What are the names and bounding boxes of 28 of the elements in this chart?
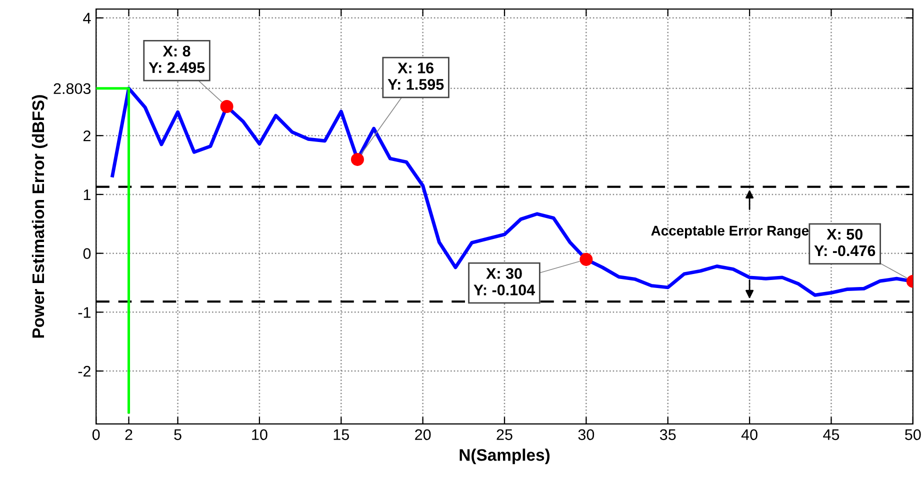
annotation: X: 8 Y: 2.495 — [148, 46, 205, 73]
y-tick-label: -2 — [78, 366, 90, 377]
y-tick-label: 1 — [84, 189, 90, 200]
x-tick-label: 25 — [496, 429, 512, 440]
annotation: X: 30 Y: -0.104 — [474, 268, 536, 296]
x-tick-label: 35 — [660, 429, 676, 440]
x-tick-label: 10 — [252, 429, 268, 440]
x-tick-label: 40 — [741, 429, 758, 440]
x-tick-label: 0 — [92, 429, 100, 440]
x-tick-label: 15 — [334, 429, 349, 440]
x-tick-label: 50 — [905, 429, 921, 440]
y-tick-label: 4 — [83, 12, 91, 24]
y-tick-label: 0 — [83, 248, 91, 259]
point — [220, 100, 234, 113]
x-tick-label: 30 — [578, 429, 594, 440]
x-tick-label: 2 — [125, 429, 132, 440]
x-tick-label: 20 — [415, 429, 431, 440]
annotation: Acceptable Error Range — [651, 225, 809, 238]
annotation: X: 50 Y: -0.476 — [814, 228, 876, 256]
point — [350, 152, 364, 166]
x-tick-label: 45 — [823, 429, 840, 440]
y-axis-title: Power Estimation Error (dBFS) — [32, 95, 48, 338]
x-axis-title: N(Samples) — [460, 448, 550, 464]
x-tick-label: 5 — [174, 429, 182, 440]
annotation: X: 16 Y: 1.595 — [388, 62, 444, 90]
y-tick-label: 2.803 — [54, 83, 91, 94]
y-tick-label: 2 — [84, 130, 90, 142]
y-tick-label: -1 — [78, 307, 90, 318]
